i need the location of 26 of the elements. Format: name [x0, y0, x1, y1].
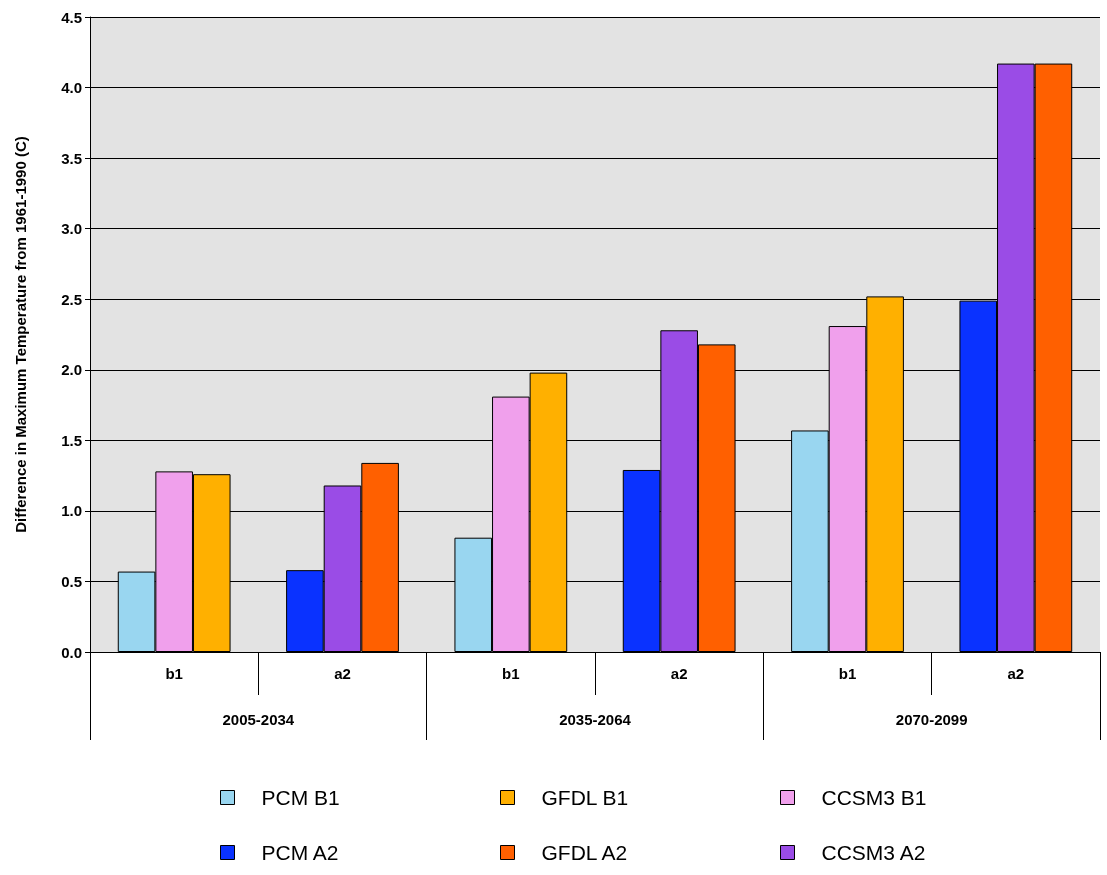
x-tick-label: a2 — [334, 665, 351, 682]
y-tick-label: 3.0 — [61, 220, 82, 238]
legend-label: CCSM3 B1 — [821, 786, 927, 809]
text: 2070-2099 — [895, 711, 968, 728]
text: 2005-2034 — [222, 711, 295, 728]
legend-label: GFDL A2 — [541, 841, 628, 864]
y-axis-title: Difference in Maximum Temperature from 1961-1990 (C) — [12, 136, 29, 533]
y-tick-label: 0.0 — [61, 643, 82, 661]
legend-label: PCM B1 — [261, 786, 340, 809]
text: 2035-2064 — [559, 711, 632, 728]
y-tick-label: 4.0 — [61, 79, 82, 97]
y-tick-label: 1.5 — [61, 431, 82, 449]
x-tick-label: b1 — [502, 665, 520, 682]
y-tick-label: 2.5 — [61, 290, 82, 308]
y-tick-label: 3.5 — [61, 149, 82, 167]
y-tick-label: 0.5 — [61, 572, 82, 590]
y-tick-label: 1.0 — [61, 502, 82, 520]
y-tick-label: 2.0 — [61, 361, 82, 379]
x-tick-label: b1 — [165, 665, 183, 682]
x-tick-label: a2 — [670, 665, 688, 682]
x-tick-label: b1 — [838, 665, 857, 682]
legend-label: PCM A2 — [261, 841, 339, 864]
legend-label: CCSM3 A2 — [821, 841, 926, 864]
y-tick-label: 4.5 — [61, 8, 82, 26]
x-tick-label: a2 — [1007, 665, 1025, 682]
legend-label: GFDL B1 — [541, 786, 629, 809]
